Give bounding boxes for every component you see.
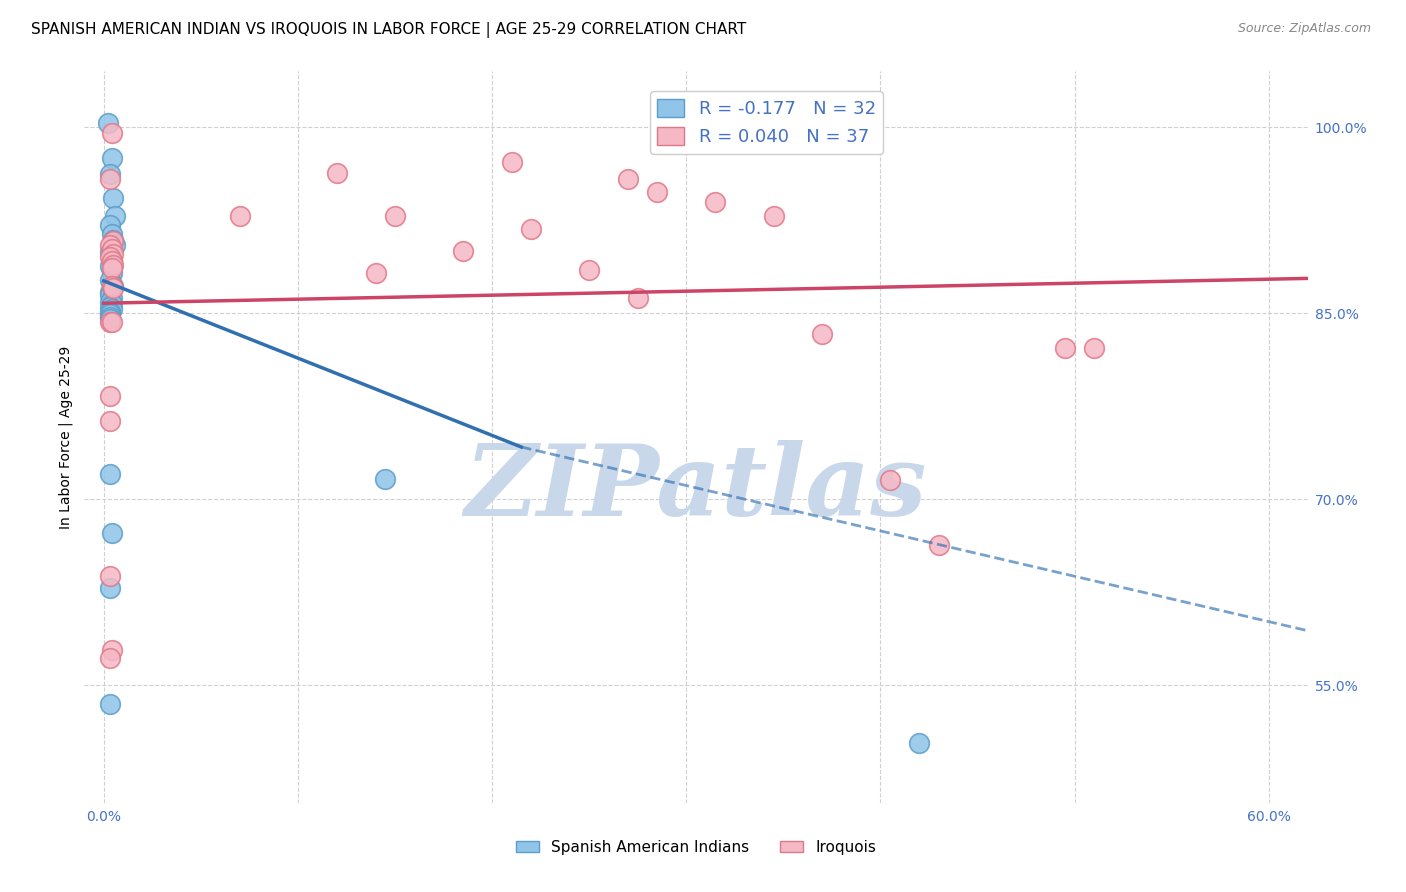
Point [98, 315, 121, 329]
Point [100, 254, 122, 268]
Point [627, 291, 650, 305]
Point [100, 151, 122, 165]
Point [100, 315, 122, 329]
Point [617, 172, 640, 186]
Point [103, 281, 125, 295]
Point [100, 126, 122, 140]
Point [98, 218, 121, 232]
Point [100, 254, 122, 268]
Point [100, 242, 122, 256]
Legend: Spanish American Indians, Iroquois: Spanish American Indians, Iroquois [510, 834, 882, 861]
Point [98, 697, 121, 711]
Point [100, 302, 122, 317]
Point [374, 472, 396, 486]
Point [762, 210, 785, 224]
Point [908, 736, 931, 750]
Point [811, 327, 834, 342]
Point [98, 245, 121, 260]
Point [98, 582, 121, 596]
Point [103, 234, 125, 248]
Point [645, 185, 668, 199]
Point [100, 267, 122, 281]
Point [100, 643, 122, 657]
Point [98, 312, 121, 326]
Point [98, 287, 121, 301]
Point [879, 474, 901, 488]
Text: Source: ZipAtlas.com: Source: ZipAtlas.com [1237, 22, 1371, 36]
Point [98, 305, 121, 319]
Point [98, 285, 121, 299]
Point [98, 389, 121, 403]
Point [104, 210, 127, 224]
Point [520, 222, 543, 236]
Point [501, 154, 523, 169]
Point [98, 569, 121, 583]
Point [98, 259, 121, 273]
Point [98, 307, 121, 321]
Point [384, 210, 406, 224]
Point [98, 238, 121, 252]
Point [100, 297, 122, 311]
Point [100, 227, 122, 241]
Point [98, 300, 121, 314]
Point [100, 525, 122, 540]
Text: ZIPatlas: ZIPatlas [465, 440, 927, 536]
Point [228, 210, 250, 224]
Point [1053, 341, 1076, 355]
Point [104, 238, 127, 252]
Y-axis label: In Labor Force | Age 25-29: In Labor Force | Age 25-29 [58, 345, 73, 529]
Point [928, 538, 950, 552]
Point [578, 262, 600, 277]
Point [103, 191, 125, 205]
Point [98, 414, 121, 428]
Point [704, 194, 727, 209]
Point [98, 650, 121, 665]
Point [326, 166, 349, 180]
Point [98, 167, 121, 181]
Point [98, 250, 121, 264]
Point [100, 278, 122, 293]
Point [100, 261, 122, 276]
Point [98, 172, 121, 186]
Point [98, 272, 121, 286]
Point [98, 295, 121, 310]
Point [103, 258, 125, 272]
Point [1083, 341, 1105, 355]
Point [98, 310, 121, 324]
Point [451, 244, 474, 259]
Text: SPANISH AMERICAN INDIAN VS IROQUOIS IN LABOR FORCE | AGE 25-29 CORRELATION CHART: SPANISH AMERICAN INDIAN VS IROQUOIS IN L… [31, 22, 747, 38]
Point [100, 291, 122, 305]
Point [98, 467, 121, 482]
Point [103, 246, 125, 260]
Point [97, 116, 120, 130]
Point [103, 278, 125, 293]
Point [103, 233, 125, 247]
Point [364, 267, 387, 281]
